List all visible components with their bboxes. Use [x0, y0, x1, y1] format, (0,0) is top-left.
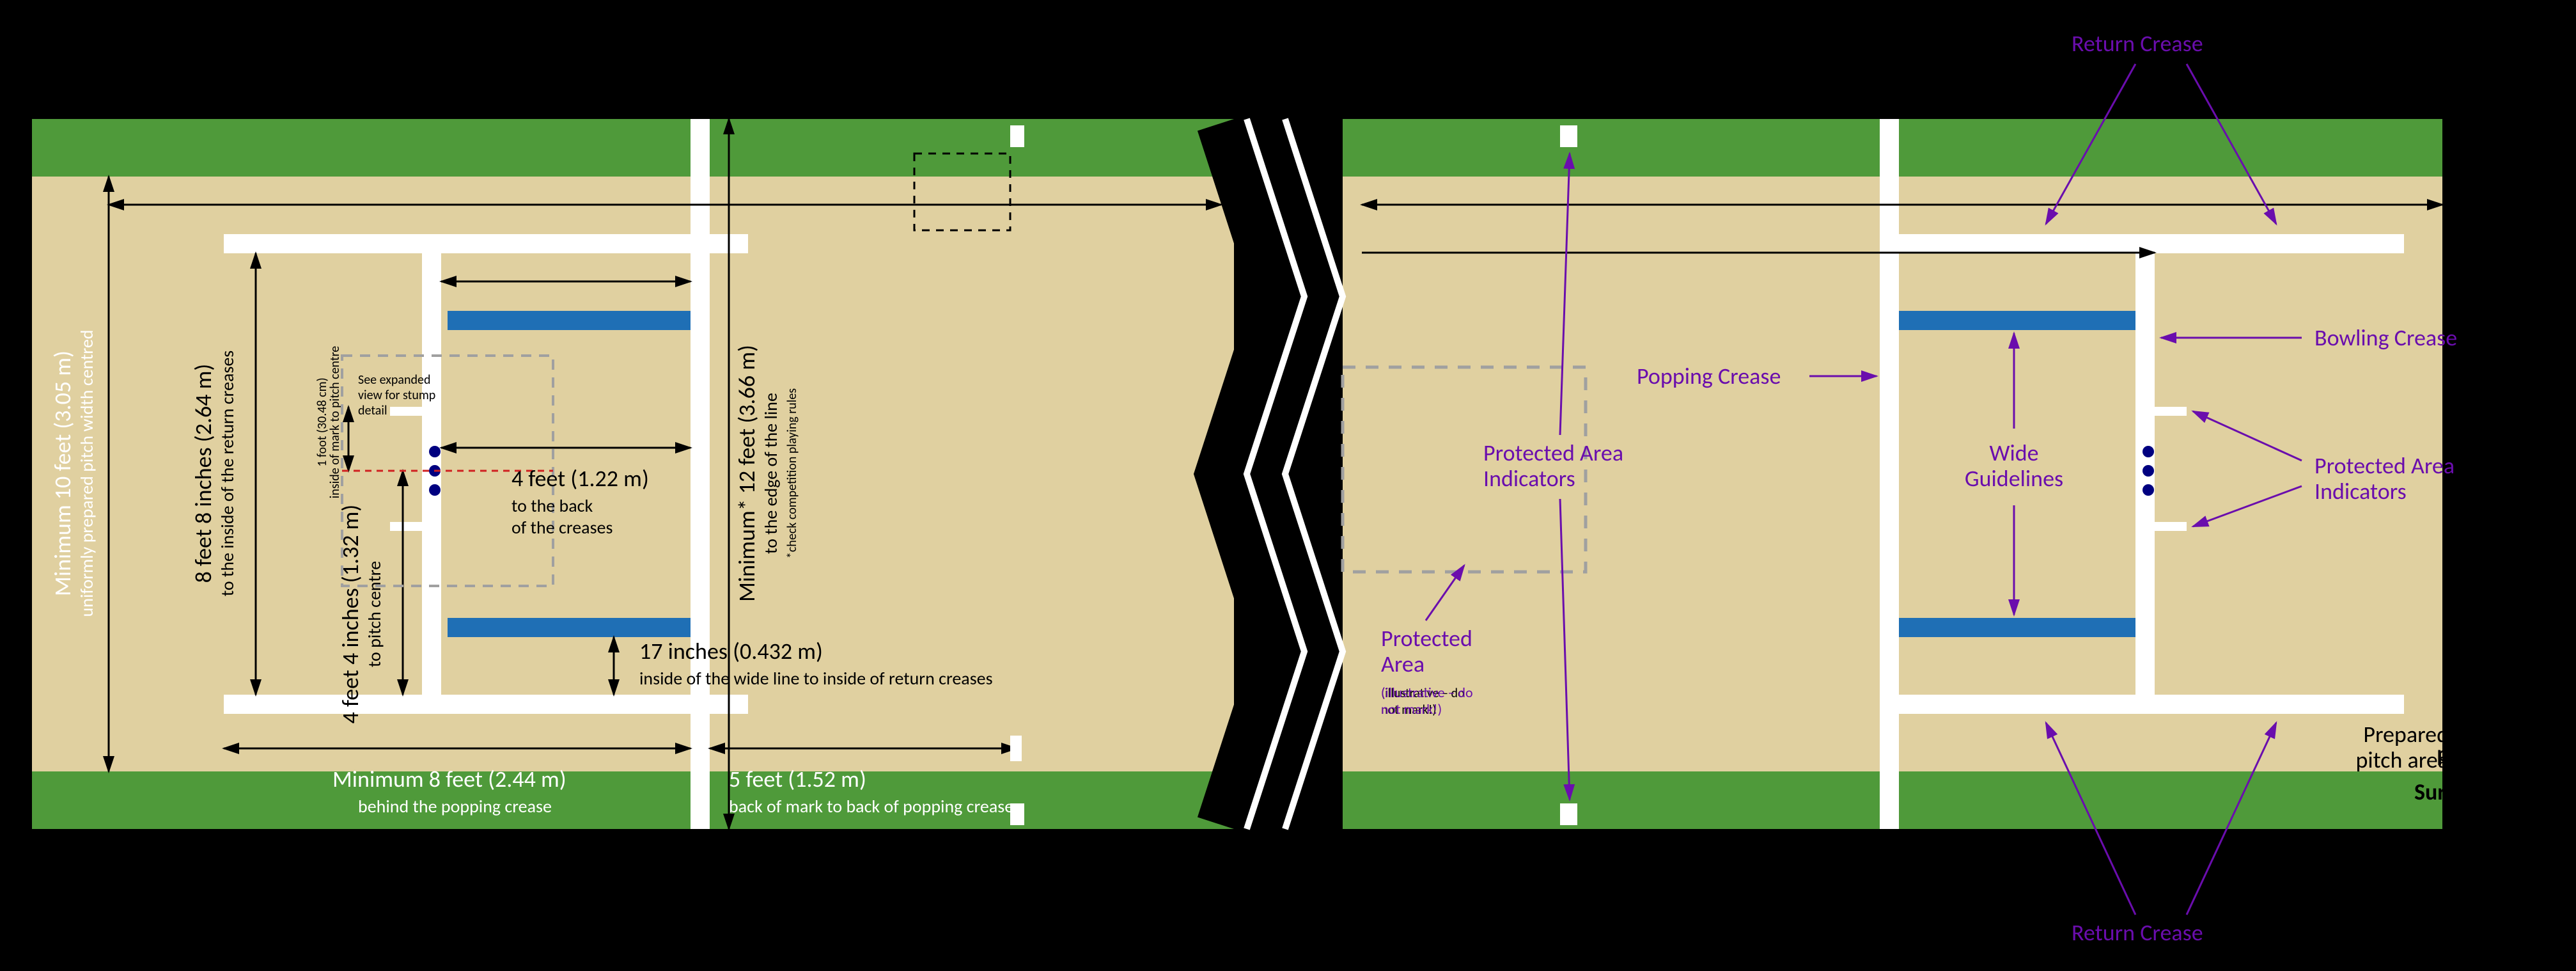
svg-text:back of mark to back of poppin: back of mark to back of popping crease — [729, 795, 1013, 817]
dim-8-8: 8 feet 8 inches (2.64 m) — [189, 364, 217, 583]
svg-text:to the inside of the return cr: to the inside of the return creases — [216, 351, 238, 597]
dim-min10: Minimum 10 feet (3.05 m) — [49, 351, 77, 596]
svg-text:(illustrative – do: (illustrative – do — [1381, 684, 1473, 701]
svg-text:detail: detail — [358, 403, 387, 418]
label-prepared-pitch: Prepared — [2444, 714, 2532, 742]
svg-text:behind the popping crease: behind the popping crease — [358, 795, 552, 817]
svg-text:17 inches (0.432 m): 17 inches (0.432 m) — [639, 637, 823, 665]
svg-text:uniformly prepared pitch width: uniformly prepared pitch width centred — [75, 330, 98, 617]
label-surrounding-square: square — [2467, 803, 2532, 832]
protected-area-indicator — [2155, 407, 2187, 416]
svg-text:to the back: to the back — [511, 494, 593, 517]
svg-text:See expanded: See expanded — [358, 372, 431, 388]
svg-text:Return Crease: Return Crease — [2072, 919, 2203, 947]
dim-4-4: 4 feet 4 inches (1.32 m) — [336, 505, 364, 724]
stump — [2143, 446, 2154, 457]
stump — [2143, 484, 2154, 496]
svg-text:pitch area: pitch area — [2355, 746, 2449, 774]
protected-area-indicator — [390, 407, 422, 416]
wide-guideline — [448, 618, 691, 637]
svg-text:inside of the wide line to ins: inside of the wide line to inside of ret… — [639, 667, 993, 690]
svg-text:*check competition playing rul: *check competition playing rules — [785, 388, 800, 558]
return-crease — [224, 234, 748, 253]
wide-guideline — [1899, 311, 2135, 330]
svg-text:inside of mark to pitch centre: inside of mark to pitch centre — [327, 346, 343, 499]
svg-text:Minimum 8 feet (2.44 m): Minimum 8 feet (2.44 m) — [332, 765, 566, 793]
svg-text:Protected Area: Protected Area — [2314, 452, 2455, 480]
protected-area-indicator — [390, 522, 422, 531]
dim-min12: Minimum* 12 feet (3.66 m) — [733, 345, 761, 602]
svg-text:Protected: Protected — [1381, 624, 1472, 652]
svg-text:of the creases: of the creases — [511, 516, 613, 539]
protected-area-indicator — [2155, 522, 2187, 531]
label-prepared-pitch: pitch area — [2437, 739, 2532, 768]
svg-text:5 feet (1.52 m): 5 feet (1.52 m) — [729, 765, 866, 793]
svg-text:Bowling Crease: Bowling Crease — [2314, 324, 2457, 352]
svg-text:Guidelines: Guidelines — [1965, 464, 2063, 493]
svg-text:Indicators: Indicators — [2314, 477, 2407, 505]
svg-text:view for stump: view for stump — [358, 388, 435, 403]
svg-text:Prepared: Prepared — [2363, 720, 2449, 748]
svg-text:Protected Area: Protected Area — [1483, 439, 1623, 467]
label-surrounding-square: Surrounding — [2414, 778, 2532, 806]
return-crease — [224, 695, 748, 714]
svg-text:Popping Crease: Popping Crease — [1637, 362, 1781, 390]
wide-guideline — [1899, 618, 2135, 637]
svg-text:Indicators: Indicators — [1483, 464, 1575, 493]
svg-text:4 feet (1.22 m): 4 feet (1.22 m) — [511, 464, 649, 493]
stump — [2143, 465, 2154, 477]
wide-guideline — [448, 311, 691, 330]
popping-crease — [691, 119, 710, 829]
svg-text:to pitch centre: to pitch centre — [363, 561, 386, 667]
cricket-pitch-diagram: Minimum 10 feet (3.05 m)uniformly prepar… — [0, 0, 2576, 971]
popping-crease — [1880, 119, 1899, 829]
svg-text:Area: Area — [1381, 650, 1425, 678]
svg-text:Wide: Wide — [1989, 439, 2038, 467]
svg-text:not mark!): not mark!) — [1381, 700, 1442, 718]
svg-text:Return Crease: Return Crease — [2072, 29, 2203, 58]
stump — [429, 446, 441, 457]
stump — [429, 484, 441, 496]
svg-text:to the edge of the line: to the edge of the line — [760, 393, 782, 554]
